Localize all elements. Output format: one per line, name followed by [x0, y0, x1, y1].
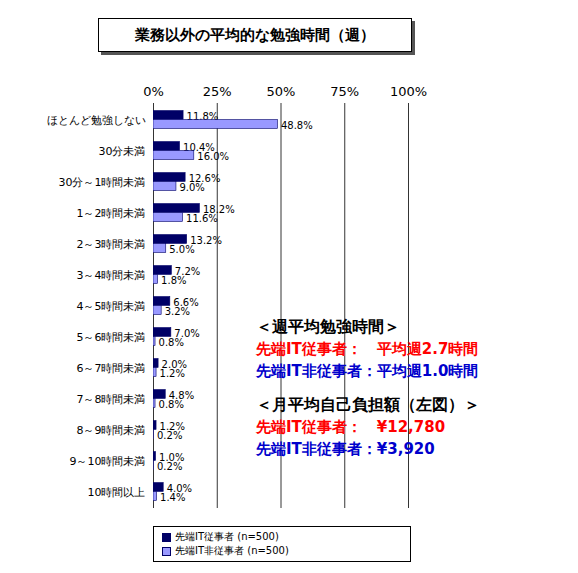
svg-text:100%: 100%: [390, 84, 427, 99]
html-text:先端IT従事者： ¥12,780: 先端IT従事者： ¥12,780: [256, 418, 446, 436]
svg-text:1～2時間未満: 1～2時間未満: [77, 207, 146, 220]
html-text:先端IT非従事者：¥3,920: 先端IT非従事者：¥3,920: [256, 440, 435, 458]
html-text:業務以外の平均的な勉強時間（週）: 業務以外の平均的な勉強時間（週）: [135, 26, 375, 44]
svg-text:11.8%: 11.8%: [186, 110, 219, 122]
svg-text:13.2%: 13.2%: [190, 235, 222, 246]
svg-text:16.0%: 16.0%: [197, 151, 229, 162]
svg-text:1.4%: 1.4%: [160, 492, 185, 503]
svg-text:2.0%: 2.0%: [161, 358, 187, 370]
html-text:先端IT従事者： 平均週2.7時間: 先端IT従事者： 平均週2.7時間: [256, 340, 479, 358]
svg-text:8～9時間未満: 8～9時間未満: [77, 424, 146, 437]
svg-text:30分未満: 30分未満: [99, 145, 146, 158]
svg-text:7.0%: 7.0%: [174, 327, 200, 339]
svg-text:5～6時間未満: 5～6時間未満: [77, 331, 146, 344]
svg-text:48.8%: 48.8%: [281, 120, 313, 131]
svg-text:75%: 75%: [330, 84, 359, 99]
svg-text:30分～1時間未満: 30分～1時間未満: [59, 176, 146, 189]
svg-text:50%: 50%: [267, 84, 296, 99]
svg-text:ほとんど勉強しない: ほとんど勉強しない: [47, 114, 146, 127]
svg-text:0%: 0%: [143, 84, 164, 99]
svg-text:2～3時間未満: 2～3時間未満: [77, 238, 146, 251]
html-text:先端IT非従事者 (n=500): 先端IT非従事者 (n=500): [175, 545, 289, 556]
svg-text:1.8%: 1.8%: [161, 275, 186, 286]
svg-text:3～4時間未満: 3～4時間未満: [77, 269, 146, 282]
html-text:＜月平均自己負担額（左図）＞: ＜月平均自己負担額（左図）＞: [256, 395, 480, 414]
svg-text:4～5時間未満: 4～5時間未満: [77, 300, 146, 313]
svg-text:6.6%: 6.6%: [173, 296, 199, 308]
svg-text:9～10時間未満: 9～10時間未満: [70, 455, 146, 468]
svg-text:12.6%: 12.6%: [188, 172, 221, 184]
svg-text:7～8時間未満: 7～8時間未満: [77, 393, 146, 406]
html-text:先端IT非従事者：平均週1.0時間: 先端IT非従事者：平均週1.0時間: [256, 362, 479, 380]
svg-text:6～7時間未満: 6～7時間未満: [77, 362, 146, 375]
svg-text:25%: 25%: [203, 84, 232, 99]
svg-text:10時間以上: 10時間以上: [88, 486, 146, 499]
svg-text:18.2%: 18.2%: [202, 203, 235, 215]
html-text:＜週平均勉強時間＞: ＜週平均勉強時間＞: [256, 317, 400, 336]
svg-text:10.4%: 10.4%: [183, 141, 215, 153]
svg-text:1.0%: 1.0%: [159, 451, 185, 463]
svg-text:11.6%: 11.6%: [186, 213, 218, 224]
svg-text:0.2%: 0.2%: [157, 430, 182, 441]
svg-text:0.2%: 0.2%: [157, 461, 182, 472]
svg-text:1.2%: 1.2%: [159, 420, 185, 432]
svg-text:0.8%: 0.8%: [159, 337, 184, 348]
svg-text:9.0%: 9.0%: [179, 182, 204, 193]
svg-text:0.8%: 0.8%: [159, 399, 184, 410]
svg-text:3.2%: 3.2%: [165, 306, 190, 317]
html-text:先端IT従事者 (n=500): 先端IT従事者 (n=500): [175, 531, 279, 542]
svg-text:1.2%: 1.2%: [160, 368, 185, 379]
svg-text:4.8%: 4.8%: [168, 389, 195, 401]
svg-text:5.0%: 5.0%: [169, 244, 194, 255]
svg-text:7.2%: 7.2%: [174, 265, 201, 277]
svg-text:4.0%: 4.0%: [166, 482, 193, 494]
